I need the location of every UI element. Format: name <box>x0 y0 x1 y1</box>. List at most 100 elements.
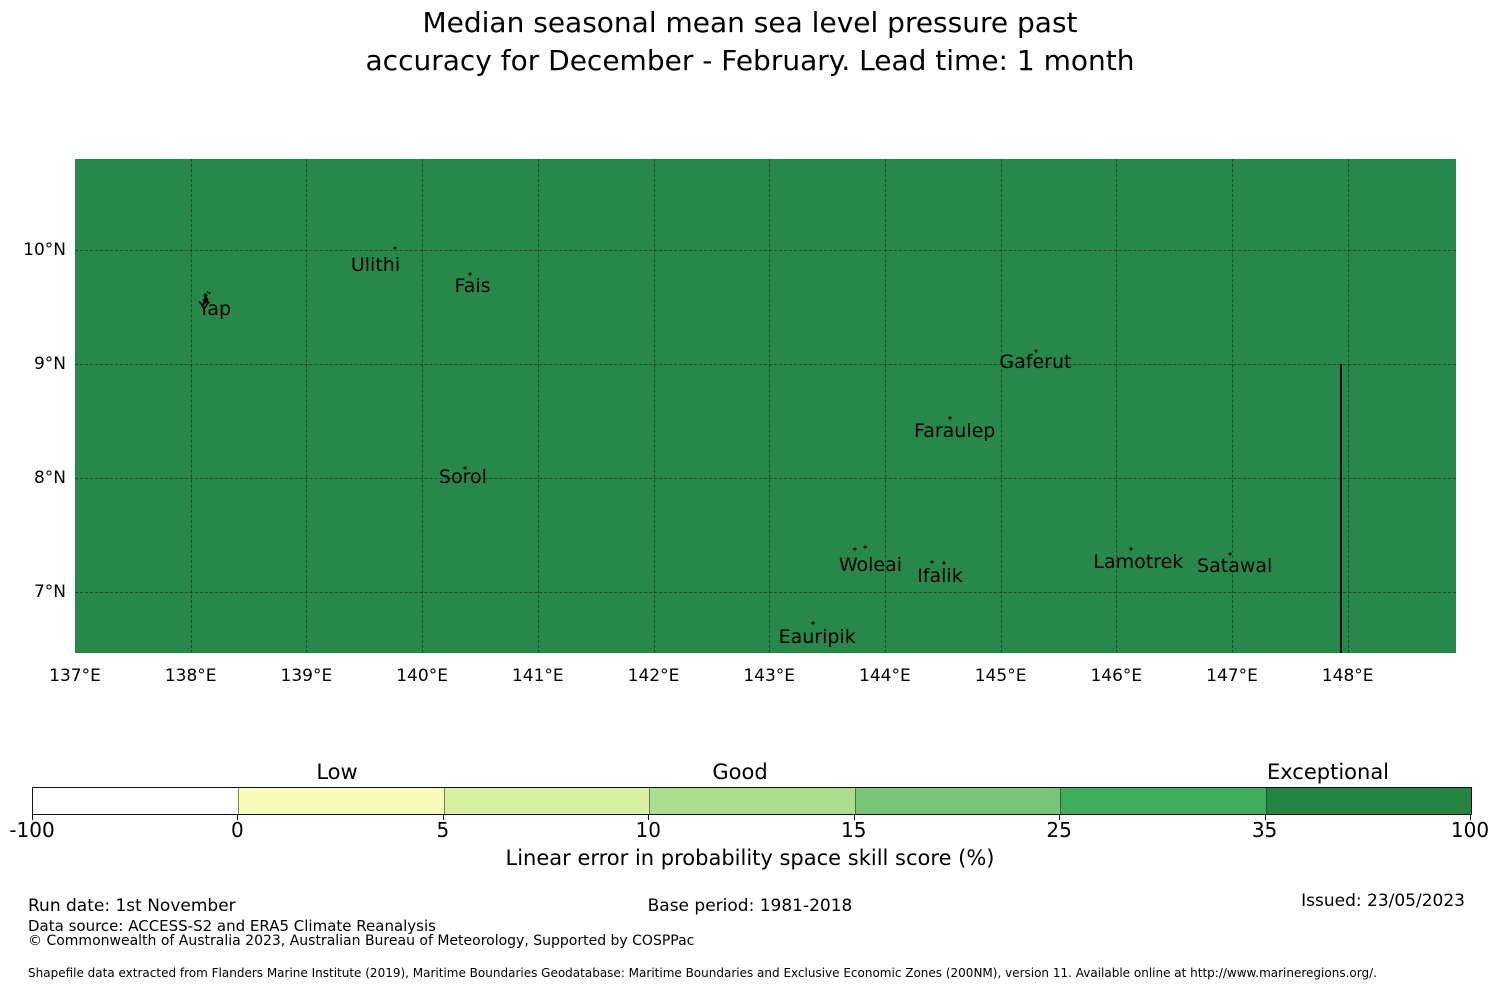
colorbar-tick-label: 5 <box>436 818 450 842</box>
x-axis-tick-label: 138°E <box>164 666 217 686</box>
island-marker <box>863 545 867 549</box>
colorbar-tick <box>1264 814 1266 820</box>
colorbar-tick-label: 0 <box>231 818 244 842</box>
latitude-gridline <box>75 478 1456 479</box>
y-axis-tick-label: 10°N <box>23 240 66 260</box>
issued-date-text: Issued: 23/05/2023 <box>1301 891 1465 911</box>
island-label: Faraulep <box>914 419 996 442</box>
longitude-gridline <box>190 159 192 653</box>
colorbar-segment-divider <box>238 788 240 814</box>
y-axis-tick-label: 7°N <box>33 582 66 602</box>
colorbar-segment-divider <box>649 788 651 814</box>
y-axis-tick-label: 9°N <box>33 354 66 374</box>
base-period-text: Base period: 1981-2018 <box>647 896 853 916</box>
run-date-text: Run date: 1st November <box>28 896 236 916</box>
colorbar-category-label: Exceptional <box>1266 760 1390 784</box>
x-axis-tick-label: 142°E <box>627 666 680 686</box>
island-label: Fais <box>454 274 491 297</box>
x-axis-tick-label: 139°E <box>280 666 333 686</box>
map-plot-area: Yap Ulithi Fais Sorol Gaferut Faraulep Woleai I… <box>75 159 1456 653</box>
longitude-gridline <box>537 159 539 653</box>
longitude-gridline <box>422 159 424 653</box>
island-label: Ifalik <box>917 565 963 588</box>
longitude-gridline <box>1116 159 1118 653</box>
colorbar-tick <box>853 814 855 820</box>
island-marker <box>1034 349 1038 353</box>
island-marker <box>1228 552 1232 556</box>
x-axis-tick-label: 146°E <box>1090 666 1143 686</box>
colorbar-segment-divider <box>1265 788 1267 814</box>
longitude-gridline <box>769 159 771 653</box>
longitude-gridline <box>1232 159 1233 653</box>
island-label: Eauripik <box>778 625 856 648</box>
x-axis-tick-label: 141°E <box>511 666 564 686</box>
y-axis-tick-label: 8°N <box>33 468 66 488</box>
colorbar-segment <box>1060 788 1266 814</box>
colorbar-tick <box>1470 814 1471 820</box>
colorbar-segment <box>33 788 239 814</box>
colorbar-segment <box>649 788 855 814</box>
colorbar-tick <box>442 814 444 820</box>
x-axis-tick-label: 147°E <box>1206 666 1258 686</box>
colorbar-segment <box>443 788 650 814</box>
x-axis-tick-label: 137°E <box>49 666 101 686</box>
colorbar-tick <box>32 814 33 820</box>
x-axis-tick-label: 145°E <box>974 666 1027 686</box>
x-axis-tick-label: 144°E <box>859 666 911 686</box>
island-marker <box>463 466 467 470</box>
island-label: Satawal <box>1197 555 1273 578</box>
colorbar-tick-label: 35 <box>1251 818 1278 842</box>
x-axis-tick-label: 143°E <box>743 666 796 686</box>
island-marker <box>942 561 946 565</box>
island-marker <box>930 560 934 564</box>
island-label: Ulithi <box>350 253 401 276</box>
x-axis-tick-label: 140°E <box>396 666 448 686</box>
island-label: Sorol <box>438 465 487 488</box>
colorbar-segment <box>854 788 1061 814</box>
eez-boundary-line <box>1339 364 1342 653</box>
colorbar-tick-label: 100 <box>1450 818 1490 842</box>
longitude-gridline <box>653 159 655 653</box>
colorbar-axis-label: Linear error in probability space skill … <box>505 846 995 870</box>
island-label: Lamotrek <box>1093 550 1184 573</box>
longitude-gridline <box>1000 159 1002 653</box>
copyright-text: © Commonwealth of Australia 2023, Austra… <box>28 933 695 949</box>
colorbar-segment-divider <box>443 788 445 814</box>
latitude-gridline <box>75 592 1456 593</box>
colorbar-tick <box>648 814 650 820</box>
island-marker <box>1129 547 1133 551</box>
longitude-gridline <box>306 159 308 653</box>
island-label: Woleai <box>838 553 903 576</box>
longitude-gridline <box>884 159 886 653</box>
shapefile-attribution-text: Shapefile data extracted from Flanders M… <box>28 966 1377 980</box>
island-marker <box>393 246 397 250</box>
chart-title-line-1: Median seasonal mean sea level pressure … <box>422 6 1078 39</box>
colorbar-category-label: Low <box>316 760 358 784</box>
yap-island-shape <box>199 291 212 313</box>
colorbar-category-label: Good <box>712 760 768 784</box>
colorbar-tick-label: 25 <box>1046 818 1072 842</box>
island-label: Gaferut <box>999 351 1072 374</box>
chart-title-line-2: accuracy for December - February. Lead t… <box>365 44 1135 77</box>
island-marker <box>948 416 952 420</box>
island-marker <box>811 621 815 625</box>
data-source-text: Data source: ACCESS-S2 and ERA5 Climate … <box>28 917 436 935</box>
colorbar <box>32 787 1472 815</box>
colorbar-segment <box>1265 788 1471 814</box>
colorbar-tick <box>237 814 239 820</box>
colorbar-tick-label: 10 <box>635 818 662 842</box>
colorbar-tick <box>1059 814 1061 820</box>
colorbar-segment-divider <box>854 788 856 814</box>
longitude-gridline <box>1347 159 1349 653</box>
latitude-gridline <box>75 364 1456 365</box>
latitude-gridline <box>75 250 1456 251</box>
colorbar-segment-divider <box>1060 788 1062 814</box>
island-label: Yap <box>198 298 232 321</box>
x-axis-tick-label: 148°E <box>1321 666 1374 686</box>
colorbar-tick-label: 15 <box>840 818 867 842</box>
colorbar-segment <box>238 788 444 814</box>
colorbar-tick-label: -100 <box>9 818 55 842</box>
island-marker <box>853 547 857 551</box>
island-marker <box>468 272 472 276</box>
